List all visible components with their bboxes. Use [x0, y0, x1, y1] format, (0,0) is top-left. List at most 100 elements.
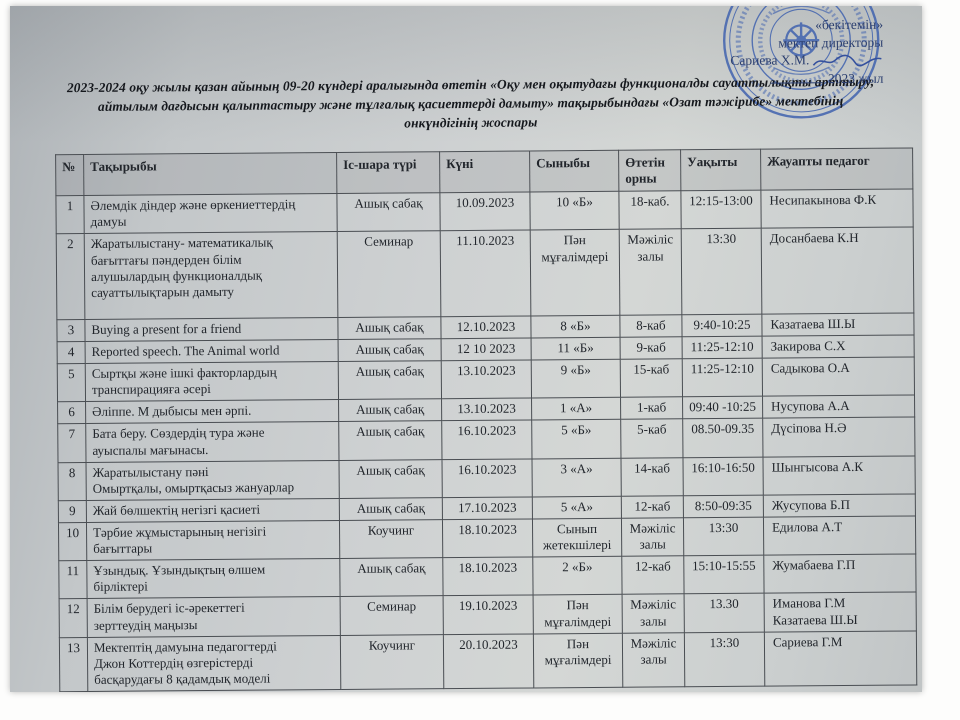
cell-event-type: Ашық сабақ — [338, 421, 442, 461]
cell-class: 5 «Б» — [531, 419, 621, 459]
cell-class: 1 «А» — [531, 397, 621, 421]
cell-time: 13.30 — [684, 593, 765, 633]
table-row: 7 Бата беру. Сөздердің тура және ауыспал… — [57, 417, 915, 463]
cell-time: 16:10-16:50 — [682, 456, 764, 496]
approval-year: 2023 жыл — [827, 70, 884, 87]
cell-time: 12:15-13:00 — [680, 190, 762, 230]
cell-date: 13.10.2023 — [441, 360, 532, 400]
cell-date: 10.09.2023 — [439, 192, 531, 232]
cell-venue: 15-каб — [620, 358, 683, 398]
cell-class: 3 «А» — [531, 457, 622, 497]
cell-date: 13.10.2023 — [441, 398, 532, 422]
cell-teacher: Жусупова Б.П — [763, 493, 916, 518]
cell-venue: 14-каб — [620, 457, 684, 497]
cell-time: 15:10-15:55 — [683, 555, 765, 595]
cell-number: 13 — [59, 637, 88, 692]
cell-time: 13:30 — [681, 228, 762, 315]
cell-venue: 18-каб. — [618, 191, 682, 230]
cell-topic: Бата беру. Сөздердің тура және ауыспалы … — [85, 421, 339, 463]
table-header-row: № Тақырыбы Іс-шара түрі Күні Сыныбы Өтет… — [55, 147, 913, 196]
cell-date: 12 10 2023 — [441, 337, 532, 361]
col-header-time: Уақыты — [680, 149, 761, 192]
cell-topic: Reported speech. The Animal world — [85, 339, 339, 364]
cell-date: 16.10.2023 — [441, 420, 532, 460]
approval-year-line: 2023 жыл — [663, 70, 884, 89]
cell-number: 7 — [57, 423, 87, 463]
cell-topic: Жай бөлшектің негізгі қасиеті — [86, 498, 340, 523]
col-header-venue: Өтетін орны — [618, 149, 681, 192]
cell-date: 16.10.2023 — [441, 458, 533, 498]
cell-venue: 8-каб — [619, 314, 683, 338]
cell-number: 6 — [57, 401, 86, 425]
col-header-topic: Тақырыбы — [83, 152, 337, 196]
cell-number: 11 — [58, 560, 88, 600]
cell-topic: Тәрбие жұмыстарының негізігі бағыттары — [86, 520, 340, 561]
document-photo: «бекітемін» мектеп директоры Сариева Х.М… — [10, 6, 922, 692]
cell-topic: Білім берудегі іс-әрекеттегі зерттеудің … — [87, 596, 341, 638]
cell-class: 11 «Б» — [531, 337, 621, 361]
cell-topic: Жаратылыстану- математикалық бағыттағы п… — [84, 231, 338, 320]
cell-date: 18.10.2023 — [442, 518, 533, 558]
cell-topic: Сыртқы және ішкі факторлардың транспирац… — [85, 361, 339, 402]
cell-teacher: Дүсіпова Н.Ә — [762, 417, 915, 457]
cell-topic: Әлемдік діндер және өркениеттердің дамуы — [83, 193, 338, 234]
table-row: 13 Мектептің дамуына педагогтерді Джон К… — [59, 630, 917, 692]
official-seal-icon — [723, 6, 880, 119]
cell-class: Пән мұғалімдері — [533, 594, 623, 634]
col-header-class: Сыныбы — [529, 150, 619, 193]
cell-number: 4 — [57, 341, 86, 364]
cell-date: 18.10.2023 — [442, 557, 534, 597]
cell-event-type: Коучинг — [339, 519, 443, 559]
cell-class: Пән мұғалімдері — [533, 632, 623, 688]
cell-event-type: Ашық сабақ — [338, 338, 442, 362]
approval-block: «бекітемін» мектеп директоры Сариева Х.М… — [663, 16, 884, 89]
cell-venue: 12-каб — [621, 555, 685, 595]
cell-number: 5 — [57, 363, 86, 403]
cell-date: 20.10.2023 — [443, 633, 534, 689]
cell-teacher: Досанбаева К.Н — [761, 227, 914, 315]
cell-event-type: Коучинг — [340, 634, 444, 690]
cell-number: 12 — [59, 598, 88, 638]
table-row: 5 Сыртқы және ішкі факторлардың транспир… — [57, 357, 915, 403]
col-header-number: № — [55, 154, 84, 196]
col-header-date: Күні — [439, 150, 530, 193]
cell-venue: Мәжіліс залы — [622, 594, 685, 633]
cell-date: 19.10.2023 — [443, 595, 534, 635]
cell-class: Пән мұғалімдері — [530, 229, 620, 316]
cell-number: 9 — [58, 500, 87, 523]
cell-time: 8:50-09:35 — [683, 495, 764, 518]
cell-class: 8 «Б» — [530, 315, 621, 338]
table-row: 1 Әлемдік діндер және өркениеттердің дам… — [55, 189, 914, 235]
cell-venue: Мәжіліс залы — [619, 229, 682, 316]
cell-number: 3 — [56, 319, 86, 342]
cell-number: 8 — [58, 462, 87, 501]
cell-time: 9:40-10:25 — [681, 314, 763, 337]
approval-word: «бекітемін» — [815, 16, 884, 33]
cell-topic: Ұзындық. Ұзындықтың өлшем бірліктері — [86, 558, 341, 599]
cell-class: Сынып жетекшілері — [532, 518, 622, 558]
cell-topic: Buying a present for a friend — [84, 317, 339, 342]
cell-time: 08.50-09.35 — [682, 418, 763, 458]
signature-blank-line — [770, 71, 824, 84]
cell-teacher: Иманова Г.М Казатаева Ш.Ы — [764, 592, 917, 632]
cell-venue: 5-каб — [620, 419, 683, 458]
cell-teacher: Жумабаева Г.П — [763, 554, 917, 594]
cell-venue: 12-каб — [621, 495, 684, 519]
cell-teacher: Несипакынова Ф.К — [760, 189, 914, 229]
cell-teacher: Казатаева Ш.Ы — [761, 312, 915, 337]
cell-date: 12.10.2023 — [440, 315, 532, 339]
cell-time: 13:30 — [683, 517, 764, 556]
approval-position: мектеп директоры — [778, 34, 884, 51]
cell-number: 1 — [55, 195, 85, 235]
cell-venue: Мәжіліс залы — [621, 517, 684, 557]
cell-event-type: Семинар — [337, 231, 441, 318]
cell-class: 5 «А» — [532, 496, 622, 519]
cell-event-type: Ашық сабақ — [338, 360, 442, 400]
table-row: 8 Жаратылыстану пәні Омыртқалы, омыртқас… — [58, 455, 916, 501]
cell-time: 13:30 — [684, 631, 765, 687]
cell-class: 10 «Б» — [529, 191, 620, 231]
cell-time: 11:25-12:10 — [682, 358, 763, 398]
cell-time: 09:40 -10:25 — [682, 396, 763, 420]
cell-event-type: Ашық сабақ — [338, 399, 442, 422]
cell-topic: Жаратылыстану пәні Омыртқалы, омыртқасыз… — [86, 460, 340, 501]
